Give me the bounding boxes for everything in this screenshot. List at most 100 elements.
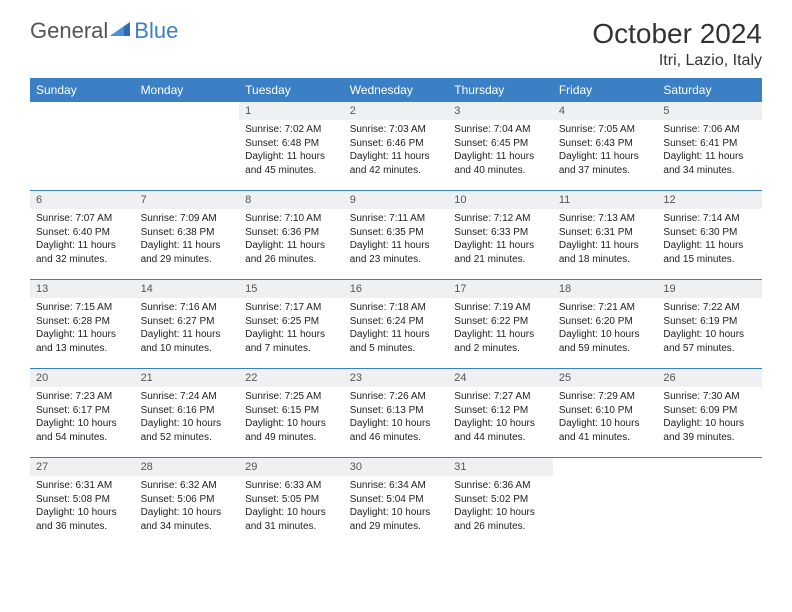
daylight-line: Daylight: 11 hours and 5 minutes. <box>344 328 449 355</box>
daylight-line: Daylight: 10 hours and 46 minutes. <box>344 417 449 444</box>
weekday-header: Friday <box>553 78 658 102</box>
calendar-cell: 30Sunrise: 6:34 AMSunset: 5:04 PMDayligh… <box>344 458 449 546</box>
day-number: 30 <box>344 458 449 476</box>
sunset-line: Sunset: 6:45 PM <box>448 137 553 151</box>
sunrise-line: Sunrise: 7:13 AM <box>553 212 658 226</box>
sunset-line: Sunset: 6:15 PM <box>239 404 344 418</box>
sunrise-line: Sunrise: 7:10 AM <box>239 212 344 226</box>
calendar-week: 13Sunrise: 7:15 AMSunset: 6:28 PMDayligh… <box>30 279 762 368</box>
day-number: 10 <box>448 191 553 209</box>
day-number: 21 <box>135 369 240 387</box>
daylight-line: Daylight: 11 hours and 45 minutes. <box>239 150 344 177</box>
sunset-line: Sunset: 6:17 PM <box>30 404 135 418</box>
calendar-cell: 12Sunrise: 7:14 AMSunset: 6:30 PMDayligh… <box>657 191 762 279</box>
sunrise-line: Sunrise: 7:05 AM <box>553 123 658 137</box>
sunrise-line: Sunrise: 7:23 AM <box>30 390 135 404</box>
brand-triangle-icon <box>110 20 132 43</box>
sunset-line: Sunset: 5:08 PM <box>30 493 135 507</box>
sunrise-line: Sunrise: 7:18 AM <box>344 301 449 315</box>
calendar-cell: 21Sunrise: 7:24 AMSunset: 6:16 PMDayligh… <box>135 369 240 457</box>
weekday-header: Tuesday <box>239 78 344 102</box>
calendar-cell: 19Sunrise: 7:22 AMSunset: 6:19 PMDayligh… <box>657 280 762 368</box>
day-number: 23 <box>344 369 449 387</box>
calendar: SundayMondayTuesdayWednesdayThursdayFrid… <box>0 78 792 546</box>
daylight-line: Daylight: 10 hours and 36 minutes. <box>30 506 135 533</box>
sunrise-line: Sunrise: 7:14 AM <box>657 212 762 226</box>
sunrise-line: Sunrise: 7:11 AM <box>344 212 449 226</box>
day-number: 14 <box>135 280 240 298</box>
sunrise-line: Sunrise: 7:29 AM <box>553 390 658 404</box>
calendar-cell: 14Sunrise: 7:16 AMSunset: 6:27 PMDayligh… <box>135 280 240 368</box>
location-subtitle: Itri, Lazio, Italy <box>592 52 762 70</box>
sunset-line: Sunset: 6:35 PM <box>344 226 449 240</box>
day-number: 9 <box>344 191 449 209</box>
sunrise-line: Sunrise: 6:36 AM <box>448 479 553 493</box>
sunset-line: Sunset: 6:16 PM <box>135 404 240 418</box>
daylight-line: Daylight: 11 hours and 7 minutes. <box>239 328 344 355</box>
calendar-cell: 16Sunrise: 7:18 AMSunset: 6:24 PMDayligh… <box>344 280 449 368</box>
day-number: 13 <box>30 280 135 298</box>
day-number: 29 <box>239 458 344 476</box>
daylight-line: Daylight: 10 hours and 29 minutes. <box>344 506 449 533</box>
sunset-line: Sunset: 6:25 PM <box>239 315 344 329</box>
sunset-line: Sunset: 6:33 PM <box>448 226 553 240</box>
daylight-line: Daylight: 10 hours and 34 minutes. <box>135 506 240 533</box>
title-block: October 2024 Itri, Lazio, Italy <box>592 18 762 70</box>
daylight-line: Daylight: 11 hours and 40 minutes. <box>448 150 553 177</box>
page-title: October 2024 <box>592 18 762 50</box>
sunrise-line: Sunrise: 7:09 AM <box>135 212 240 226</box>
sunrise-line: Sunrise: 7:19 AM <box>448 301 553 315</box>
daylight-line: Daylight: 10 hours and 54 minutes. <box>30 417 135 444</box>
sunrise-line: Sunrise: 6:33 AM <box>239 479 344 493</box>
weekday-header: Sunday <box>30 78 135 102</box>
daylight-line: Daylight: 11 hours and 42 minutes. <box>344 150 449 177</box>
day-number: 20 <box>30 369 135 387</box>
calendar-cell: 18Sunrise: 7:21 AMSunset: 6:20 PMDayligh… <box>553 280 658 368</box>
daylight-line: Daylight: 10 hours and 44 minutes. <box>448 417 553 444</box>
day-number: 25 <box>553 369 658 387</box>
day-number: 15 <box>239 280 344 298</box>
daylight-line: Daylight: 10 hours and 49 minutes. <box>239 417 344 444</box>
day-number: 2 <box>344 102 449 120</box>
brand-logo: General Blue <box>30 18 178 44</box>
sunset-line: Sunset: 6:09 PM <box>657 404 762 418</box>
daylight-line: Daylight: 11 hours and 29 minutes. <box>135 239 240 266</box>
sunrise-line: Sunrise: 7:15 AM <box>30 301 135 315</box>
daylight-line: Daylight: 11 hours and 21 minutes. <box>448 239 553 266</box>
weekday-header: Saturday <box>657 78 762 102</box>
sunset-line: Sunset: 6:31 PM <box>553 226 658 240</box>
calendar-cell: . <box>553 458 658 546</box>
day-number: 3 <box>448 102 553 120</box>
sunrise-line: Sunrise: 7:30 AM <box>657 390 762 404</box>
weekday-header-row: SundayMondayTuesdayWednesdayThursdayFrid… <box>30 78 762 102</box>
daylight-line: Daylight: 10 hours and 57 minutes. <box>657 328 762 355</box>
sunset-line: Sunset: 6:10 PM <box>553 404 658 418</box>
day-number: 24 <box>448 369 553 387</box>
calendar-cell: 23Sunrise: 7:26 AMSunset: 6:13 PMDayligh… <box>344 369 449 457</box>
calendar-weeks: ..1Sunrise: 7:02 AMSunset: 6:48 PMDaylig… <box>30 102 762 546</box>
calendar-week: ..1Sunrise: 7:02 AMSunset: 6:48 PMDaylig… <box>30 102 762 190</box>
calendar-cell: 25Sunrise: 7:29 AMSunset: 6:10 PMDayligh… <box>553 369 658 457</box>
sunset-line: Sunset: 6:46 PM <box>344 137 449 151</box>
sunrise-line: Sunrise: 7:12 AM <box>448 212 553 226</box>
day-number: 19 <box>657 280 762 298</box>
day-number: 7 <box>135 191 240 209</box>
calendar-cell: . <box>657 458 762 546</box>
calendar-cell: 24Sunrise: 7:27 AMSunset: 6:12 PMDayligh… <box>448 369 553 457</box>
sunset-line: Sunset: 6:27 PM <box>135 315 240 329</box>
sunrise-line: Sunrise: 7:02 AM <box>239 123 344 137</box>
weekday-header: Wednesday <box>344 78 449 102</box>
sunset-line: Sunset: 6:43 PM <box>553 137 658 151</box>
sunset-line: Sunset: 6:40 PM <box>30 226 135 240</box>
sunrise-line: Sunrise: 7:17 AM <box>239 301 344 315</box>
sunset-line: Sunset: 5:04 PM <box>344 493 449 507</box>
daylight-line: Daylight: 10 hours and 52 minutes. <box>135 417 240 444</box>
sunset-line: Sunset: 5:02 PM <box>448 493 553 507</box>
daylight-line: Daylight: 11 hours and 26 minutes. <box>239 239 344 266</box>
sunset-line: Sunset: 6:13 PM <box>344 404 449 418</box>
daylight-line: Daylight: 11 hours and 18 minutes. <box>553 239 658 266</box>
calendar-cell: . <box>30 102 135 190</box>
daylight-line: Daylight: 11 hours and 10 minutes. <box>135 328 240 355</box>
daylight-line: Daylight: 11 hours and 32 minutes. <box>30 239 135 266</box>
calendar-week: 6Sunrise: 7:07 AMSunset: 6:40 PMDaylight… <box>30 190 762 279</box>
